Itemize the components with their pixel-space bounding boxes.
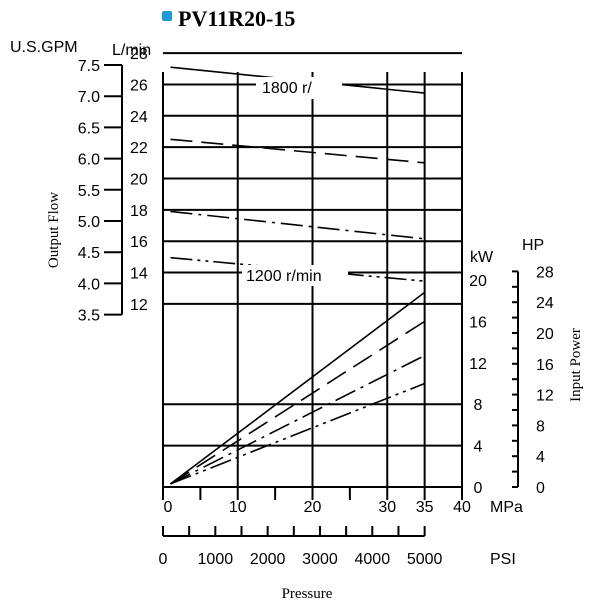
x-axis-title: Pressure [282, 586, 333, 602]
lpm-tick-label: 28 [130, 46, 148, 63]
gpm-tick-label: 5.0 [78, 214, 100, 231]
lpm-tick-label: 16 [130, 234, 148, 251]
gpm-tick-label: 6.5 [78, 120, 100, 137]
gpm-tick-label: 7.0 [78, 89, 100, 106]
lpm-tick-label: 18 [130, 203, 148, 220]
mpa-tick-label: 0 [164, 499, 173, 516]
mpa-unit-label: MPa [490, 499, 523, 516]
kw-tick-label: 12 [469, 356, 487, 373]
annotation-bg [256, 77, 342, 99]
chart-title: PV11R20-15 [178, 6, 295, 31]
series-line [170, 138, 425, 164]
annotations: 1800 r/1200 r/min [242, 77, 348, 286]
gpm-unit-label: U.S.GPM [10, 39, 78, 56]
series-line [170, 320, 426, 485]
lpm-tick-label: 12 [130, 297, 148, 314]
gpm-tick-label: 6.0 [78, 152, 100, 169]
kw-tick-label: 0 [474, 480, 483, 497]
psi-unit-label: PSI [490, 551, 516, 568]
series-line [170, 382, 425, 485]
left-axis-title: Output Flow [46, 192, 62, 268]
hp-tick-label: 12 [536, 388, 554, 405]
kw-tick-label: 16 [469, 314, 487, 331]
mpa-tick-label: 35 [416, 499, 434, 516]
mpa-tick-label: 20 [304, 499, 322, 516]
mpa-tick-label: 40 [453, 499, 471, 516]
gpm-tick-label: 3.5 [78, 308, 100, 325]
kw-tick-label: 8 [474, 397, 483, 414]
annotation-1800: 1800 r/ [262, 80, 312, 97]
axes [104, 64, 519, 537]
psi-tick-label: 3000 [302, 551, 338, 568]
annotation-bg [242, 265, 348, 286]
hp-unit-label: HP [522, 237, 544, 254]
lpm-unit-label: L/min [112, 42, 151, 59]
annotation-1200: 1200 r/min [246, 268, 322, 285]
lpm-tick-label: 22 [130, 140, 148, 157]
gpm-tick-label: 4.5 [78, 245, 100, 262]
hp-tick-label: 0 [536, 480, 545, 497]
gpm-tick-label: 7.5 [78, 58, 100, 75]
series-lines [169, 66, 426, 485]
mpa-tick-label: 10 [229, 499, 247, 516]
lpm-tick-label: 26 [130, 77, 148, 94]
kw-unit-label: kW [470, 249, 494, 266]
grid-lines [162, 52, 463, 488]
psi-tick-label: 1000 [198, 551, 234, 568]
hp-tick-label: 16 [536, 357, 554, 374]
psi-tick-label: 0 [159, 551, 168, 568]
lpm-tick-label: 20 [130, 172, 148, 189]
hp-tick-label: 20 [536, 326, 554, 343]
lpm-tick-label: 24 [130, 109, 148, 126]
lpm-tick-label: 14 [130, 266, 148, 283]
psi-tick-label: 4000 [355, 551, 391, 568]
mpa-tick-label: 30 [378, 499, 396, 516]
hp-tick-label: 24 [536, 295, 554, 312]
series-line [170, 210, 425, 240]
right-axis-title: Input Power [568, 328, 584, 402]
hp-tick-label: 28 [536, 264, 554, 281]
series-line [169, 291, 426, 485]
psi-tick-label: 5000 [407, 551, 443, 568]
title-marker [162, 11, 172, 21]
psi-tick-label: 2000 [250, 551, 286, 568]
kw-tick-label: 4 [474, 439, 483, 456]
tick-labels: 3.5 4.0 4.5 5.0 5.5 6.0 6.5 7.0 7.5 12 14 16 18 20 22 2… [78, 46, 554, 568]
gpm-tick-label: 4.0 [78, 276, 100, 293]
hp-tick-label: 8 [536, 418, 545, 435]
hp-tick-label: 4 [536, 449, 545, 466]
series-line [170, 354, 425, 485]
kw-tick-label: 20 [469, 273, 487, 290]
gpm-tick-label: 5.5 [78, 183, 100, 200]
